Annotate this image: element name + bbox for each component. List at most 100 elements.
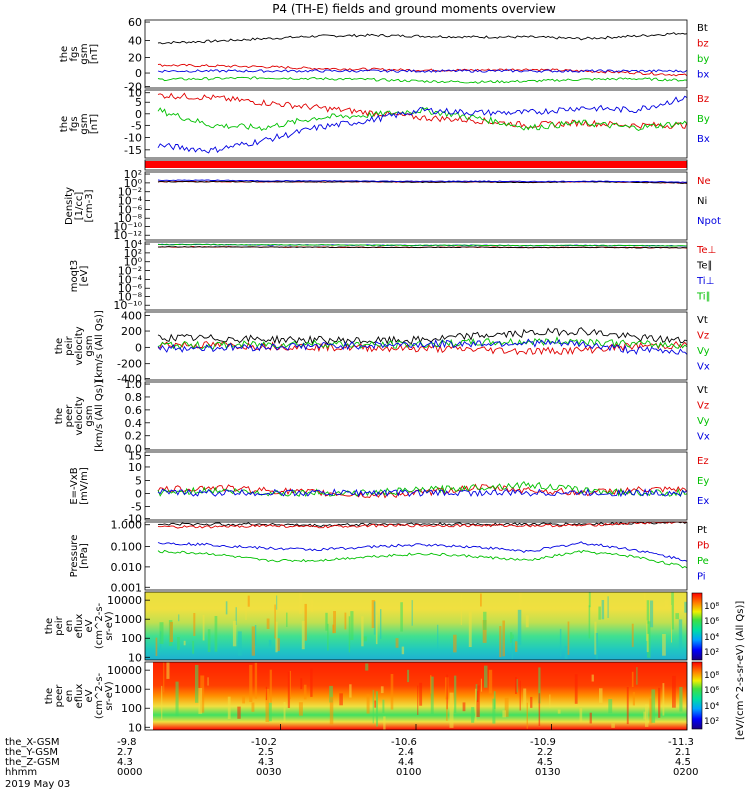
spectrogram-streak: [177, 637, 180, 650]
series-By: [157, 106, 688, 132]
spectrogram-streak: [163, 662, 165, 693]
series-Ti∥: [157, 243, 688, 247]
spectrogram-streak: [557, 709, 561, 714]
y-axis-label: [eV]: [79, 266, 90, 287]
xaxis-t-val: 0100: [396, 767, 421, 778]
y-tick-label: 0: [135, 487, 142, 500]
legend-Vx: Vx: [697, 431, 710, 442]
y-axis-label: the: [54, 408, 65, 424]
spectrogram-streak: [329, 696, 334, 725]
spectrogram-streak: [588, 592, 591, 608]
spectrogram-streak: [679, 687, 683, 712]
spectrogram-streak: [678, 619, 683, 651]
y-axis-label: [nT]: [89, 114, 100, 134]
spectrogram-streak: [349, 684, 352, 698]
y-axis-label: velocity: [74, 326, 85, 365]
spectrogram-streak: [608, 699, 613, 714]
flag-bar: [145, 161, 687, 168]
y-axis-label: gsm: [84, 335, 95, 356]
spectrogram-streak: [155, 637, 158, 656]
y-tick-label: 0.001: [111, 581, 143, 594]
y-axis-label: Density: [64, 187, 75, 225]
y-tick-label: 10²: [124, 168, 142, 181]
spectrogram-streak: [376, 691, 378, 727]
spectrogram-streak: [254, 662, 258, 699]
spectrogram-streak: [675, 613, 679, 620]
colorbar-tick: 10⁸: [704, 671, 719, 681]
spectrogram-streak: [595, 633, 598, 660]
y-tick-label: 0.8: [125, 391, 143, 404]
y-tick-label: 10000: [107, 664, 142, 677]
panel-peer_velocity: 1.00.80.60.40.20.0 the peer velocity gsm [km/…: [54, 378, 710, 456]
spectrogram-streak: [475, 688, 477, 722]
y-axis-label: peir: [54, 615, 65, 635]
spectrogram-streak: [373, 601, 376, 635]
spectrogram-streak: [266, 618, 270, 629]
series-Pb: [157, 521, 688, 529]
y-axis-label: (cm^2-s-: [94, 672, 105, 719]
spectrogram-streak: [446, 703, 448, 721]
spectrogram-streak: [462, 702, 466, 712]
spectrogram-streak: [598, 606, 601, 620]
y-axis-label: (cm^2-s-: [94, 602, 105, 649]
spectrogram-streak: [361, 616, 364, 647]
y-axis-label: Pressure: [69, 535, 80, 578]
panel-frame: [144, 159, 688, 171]
spectrogram-streak: [538, 693, 541, 726]
y-tick-label: 0: [135, 67, 142, 80]
spectrogram-streak: [417, 685, 419, 715]
spectrogram-streak: [283, 702, 286, 722]
panel-pressure: 1.000 0.100 0.010 0.001 Pressure [nPa] Pt Pb Pe P…: [69, 519, 709, 595]
spectrogram-streak: [275, 621, 278, 653]
y-axis-label: E=-VxB: [69, 467, 80, 504]
spectrogram-streak: [564, 646, 568, 659]
legend-Bx: Bx: [697, 134, 710, 145]
xaxis-y-val: 2.7: [117, 747, 133, 758]
spectrogram-streak: [477, 690, 479, 702]
spectrogram-streak: [192, 640, 195, 654]
series-Te∥: [157, 246, 687, 249]
colorbar-tick: 10⁴: [704, 702, 719, 712]
y-tick-label: 10⁻⁶: [118, 282, 143, 295]
y-tick-label: 40: [128, 34, 142, 47]
spectrogram-streak: [245, 607, 247, 620]
legend-Pb: Pb: [697, 541, 709, 552]
spectrogram-streak: [684, 601, 688, 613]
spectrogram-streak: [530, 696, 533, 708]
colorbar-tick: 10²: [704, 648, 719, 658]
panel-density: 10²10⁰10⁻²10⁻⁴10⁻⁶10⁻⁸10⁻¹⁰10⁻¹²Density[…: [64, 168, 721, 242]
spectrogram-streak: [468, 611, 472, 647]
panel-frame: [144, 591, 688, 661]
xaxis-y-val: 2.2: [537, 747, 553, 758]
panel-frame: [144, 381, 688, 451]
y-axis-label: eflux: [74, 614, 85, 639]
y-axis-label: the: [44, 688, 55, 704]
spectrogram-streak: [567, 621, 570, 655]
spectrogram-streak: [269, 669, 272, 703]
series-Ey: [157, 480, 688, 498]
spectrogram-streak: [460, 594, 462, 625]
y-tick-label: 10⁻¹⁰: [113, 299, 142, 312]
legend-Bz: Bz: [697, 94, 709, 105]
y-tick-label: 10: [128, 87, 142, 100]
spectrogram-streak: [268, 639, 272, 647]
panel-frame: [144, 451, 688, 521]
spectrogram-streak: [161, 685, 163, 720]
xaxis-y-val: 2.1: [675, 747, 691, 758]
y-tick-label: 5: [135, 96, 142, 109]
spectrogram-streak: [333, 611, 336, 634]
xaxis-t-val: 0000: [117, 767, 142, 778]
spectrogram-streak: [202, 614, 205, 641]
panel-peir_spec: 10000 1000 100 10 the peir en eflux eV (cm^2-s-sr…: [44, 591, 688, 664]
y-axis-label: [mV/m]: [79, 467, 90, 505]
spectrogram-streak: [411, 600, 413, 626]
y-axis-label: gsm: [79, 43, 90, 64]
spectrogram-streak: [227, 696, 231, 719]
xaxis-row-label: hhmm: [5, 767, 37, 778]
spectrogram-streak: [350, 611, 354, 640]
plot-title: P4 (TH-E) fields and ground moments over…: [272, 2, 556, 16]
y-axis-label: the: [59, 46, 70, 62]
spectrogram-streak: [599, 688, 603, 703]
y-tick-label: -200: [117, 358, 142, 371]
